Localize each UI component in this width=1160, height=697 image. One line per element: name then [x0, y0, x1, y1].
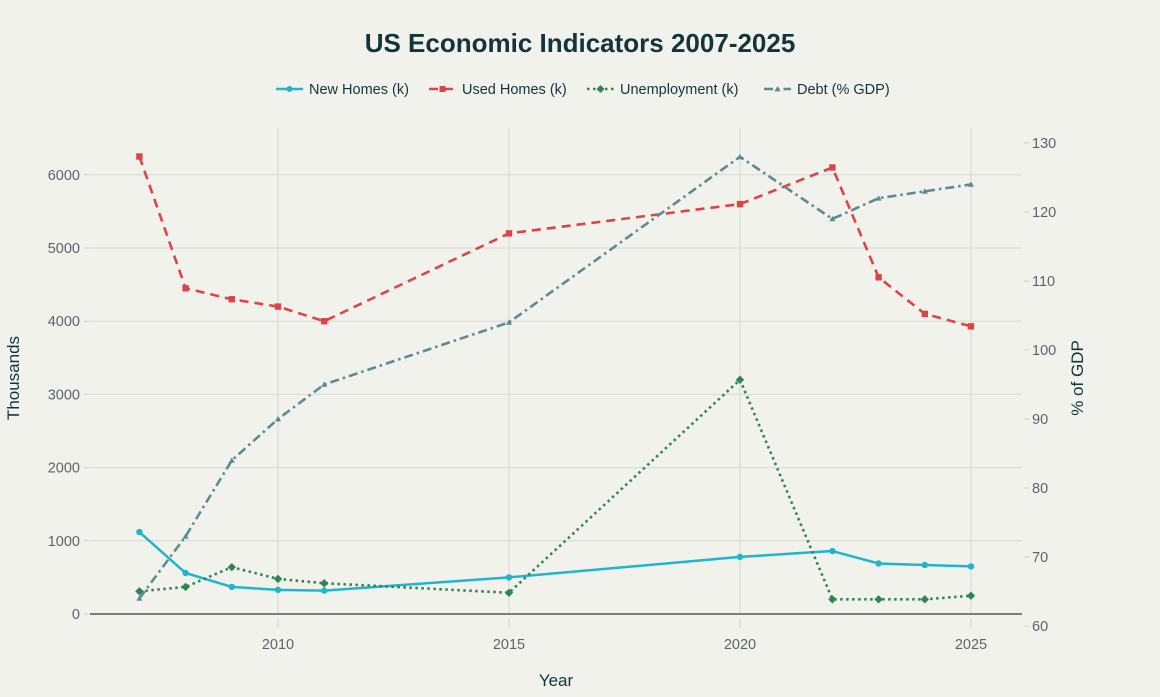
legend-item: Unemployment (k)	[587, 82, 738, 98]
data-point	[505, 230, 513, 237]
data-point	[274, 586, 282, 594]
legend-item: New Homes (k)	[276, 82, 409, 98]
data-point	[920, 595, 929, 604]
series-new-homes-k	[136, 528, 975, 594]
data-point	[735, 375, 745, 384]
data-point	[321, 381, 328, 387]
y2-tick-label: 80	[1032, 481, 1048, 497]
data-point	[228, 583, 235, 591]
data-point	[968, 181, 974, 187]
legend-label: Debt (% GDP)	[797, 82, 890, 98]
data-point	[921, 188, 928, 194]
y-tick-label: 3000	[48, 387, 80, 403]
series-line	[138, 155, 972, 600]
data-point	[967, 563, 975, 570]
data-point	[829, 164, 836, 171]
y-axis-title: Thousands	[4, 336, 23, 420]
series-used-homes-k	[136, 153, 975, 330]
data-point	[967, 323, 975, 330]
data-point	[829, 547, 836, 555]
legend-swatch-marker	[774, 86, 781, 92]
data-point	[921, 561, 928, 569]
y-tick-label: 2000	[48, 461, 80, 477]
x-tick-label: 2020	[724, 637, 756, 653]
series-layer	[135, 153, 976, 604]
legend-swatch-marker	[286, 86, 293, 92]
y2-axis-title: % of GDP	[1068, 340, 1087, 416]
legend-item: Used Homes (k)	[429, 82, 567, 98]
data-point	[136, 528, 143, 536]
data-point	[321, 318, 328, 325]
data-point	[504, 588, 514, 597]
legend-swatch-marker	[596, 85, 605, 93]
data-point	[736, 553, 744, 561]
legend-swatch-marker	[439, 86, 446, 92]
data-point	[874, 595, 883, 604]
data-point	[227, 562, 236, 572]
data-point	[829, 215, 836, 222]
data-point	[228, 296, 235, 303]
axes-layer: 0 1000 2000 3000 4000 5000 6000 2010 2015 2020 202…	[48, 136, 1056, 653]
y2-tick-label: 100	[1032, 343, 1056, 359]
y-tick-label: 1000	[48, 534, 80, 550]
y2-tick-label: 120	[1032, 205, 1056, 221]
y-tick-label: 0	[72, 607, 80, 623]
series-debt-gdp	[136, 153, 974, 601]
legend-item: Debt (% GDP)	[764, 82, 890, 98]
data-point	[136, 153, 143, 160]
data-point	[320, 579, 329, 588]
data-point	[505, 574, 513, 581]
series-line	[138, 156, 972, 328]
data-point	[274, 303, 282, 310]
data-point	[321, 587, 328, 594]
series-line	[139, 378, 972, 601]
data-point	[182, 533, 189, 539]
data-point	[875, 195, 882, 201]
data-point	[228, 457, 235, 463]
data-point	[273, 574, 283, 584]
legend-label: Used Homes (k)	[462, 82, 567, 98]
y2-tick-label: 70	[1032, 550, 1048, 566]
data-point	[181, 582, 190, 592]
y2-tick-label: 130	[1032, 136, 1056, 152]
data-point	[828, 595, 837, 604]
y2-tick-label: 60	[1032, 619, 1048, 635]
x-tick-label: 2010	[262, 637, 294, 653]
y-tick-label: 5000	[48, 241, 80, 257]
y2-tick-label: 110	[1032, 274, 1055, 290]
data-point	[966, 591, 976, 600]
data-point	[275, 416, 281, 422]
grid-layer	[90, 128, 1022, 614]
legend-label: New Homes (k)	[309, 82, 409, 98]
y-tick-label: 4000	[48, 314, 80, 330]
data-point	[875, 560, 882, 567]
data-point	[736, 200, 744, 208]
data-point	[921, 310, 928, 318]
y2-tick-label: 90	[1032, 412, 1048, 428]
y-tick-label: 6000	[48, 168, 80, 184]
x-tick-label: 2015	[493, 637, 525, 653]
series-unemployment-k	[135, 375, 976, 604]
data-point	[182, 285, 189, 292]
legend: New Homes (k) Used Homes (k) Unemployment …	[276, 82, 890, 98]
data-point	[506, 319, 512, 325]
x-axis-title: Year	[539, 671, 574, 690]
data-point	[737, 153, 743, 160]
data-point	[136, 595, 143, 601]
chart-title: US Economic Indicators 2007-2025	[365, 28, 796, 58]
data-point	[182, 569, 189, 577]
legend-label: Unemployment (k)	[620, 82, 738, 98]
x-tick-label: 2025	[955, 637, 987, 653]
data-point	[875, 274, 882, 281]
